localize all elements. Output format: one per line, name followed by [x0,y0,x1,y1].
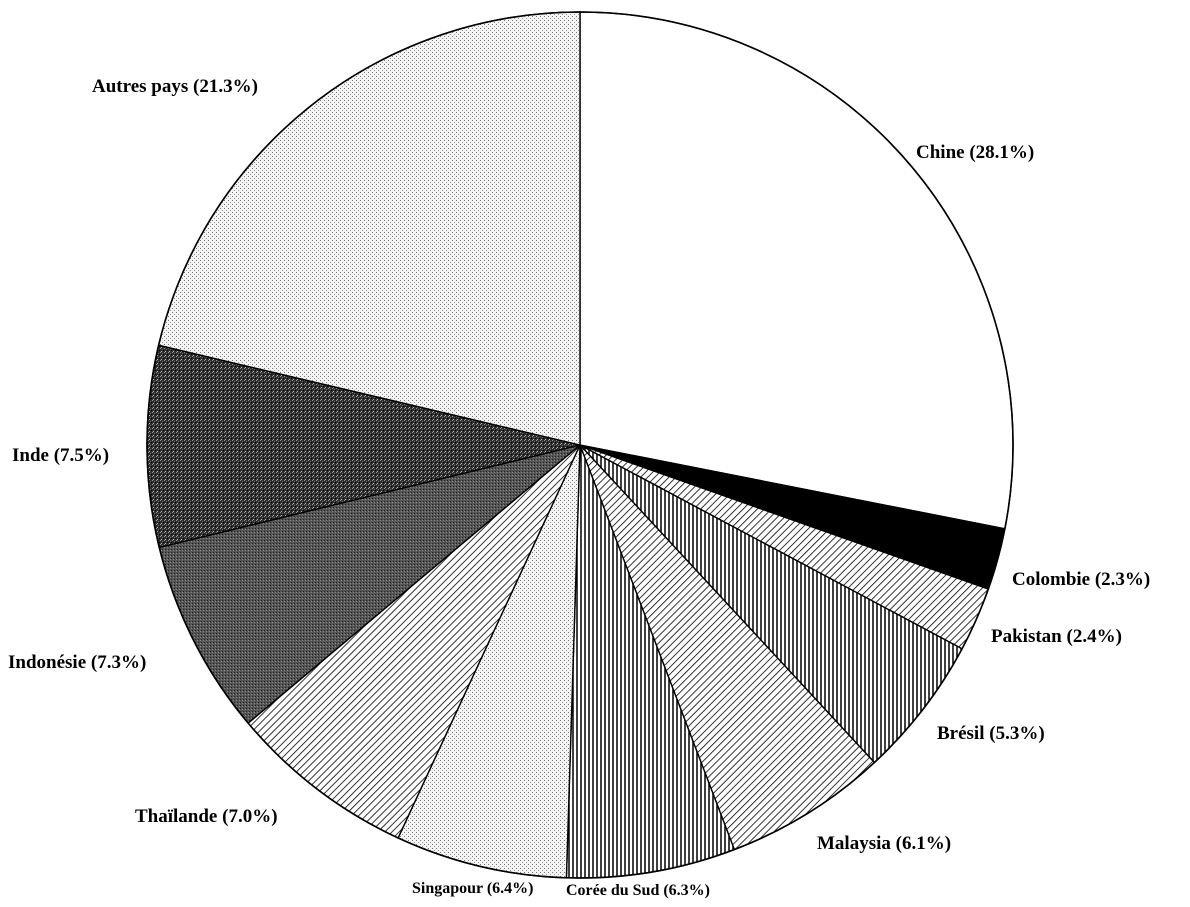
pie-outline [146,11,1014,879]
pie-slices [146,11,1014,879]
label-malaysia: Malaysia (6.1%) [817,833,951,854]
label-pakistan: Pakistan (2.4%) [991,626,1122,647]
label-inde: Inde (7.5%) [12,445,109,466]
slice-chine [579,11,1014,530]
label-thailande: Thaïlande (7.0%) [135,806,278,827]
label-bresil: Brésil (5.3%) [937,723,1045,744]
label-colombie: Colombie (2.3%) [1012,569,1150,590]
label-singapour: Singapour (6.4%) [412,880,534,897]
label-autres-pays: Autres pays (21.3%) [92,76,258,97]
label-chine: Chine (28.1%) [916,142,1034,163]
pie-labels: Chine (28.1%) Colombie (2.3%) Pakistan (2.… [8,76,1150,899]
label-coree-du-sud: Corée du Sud (6.3%) [566,882,710,899]
label-indonesie: Indonésie (7.3%) [8,652,146,673]
